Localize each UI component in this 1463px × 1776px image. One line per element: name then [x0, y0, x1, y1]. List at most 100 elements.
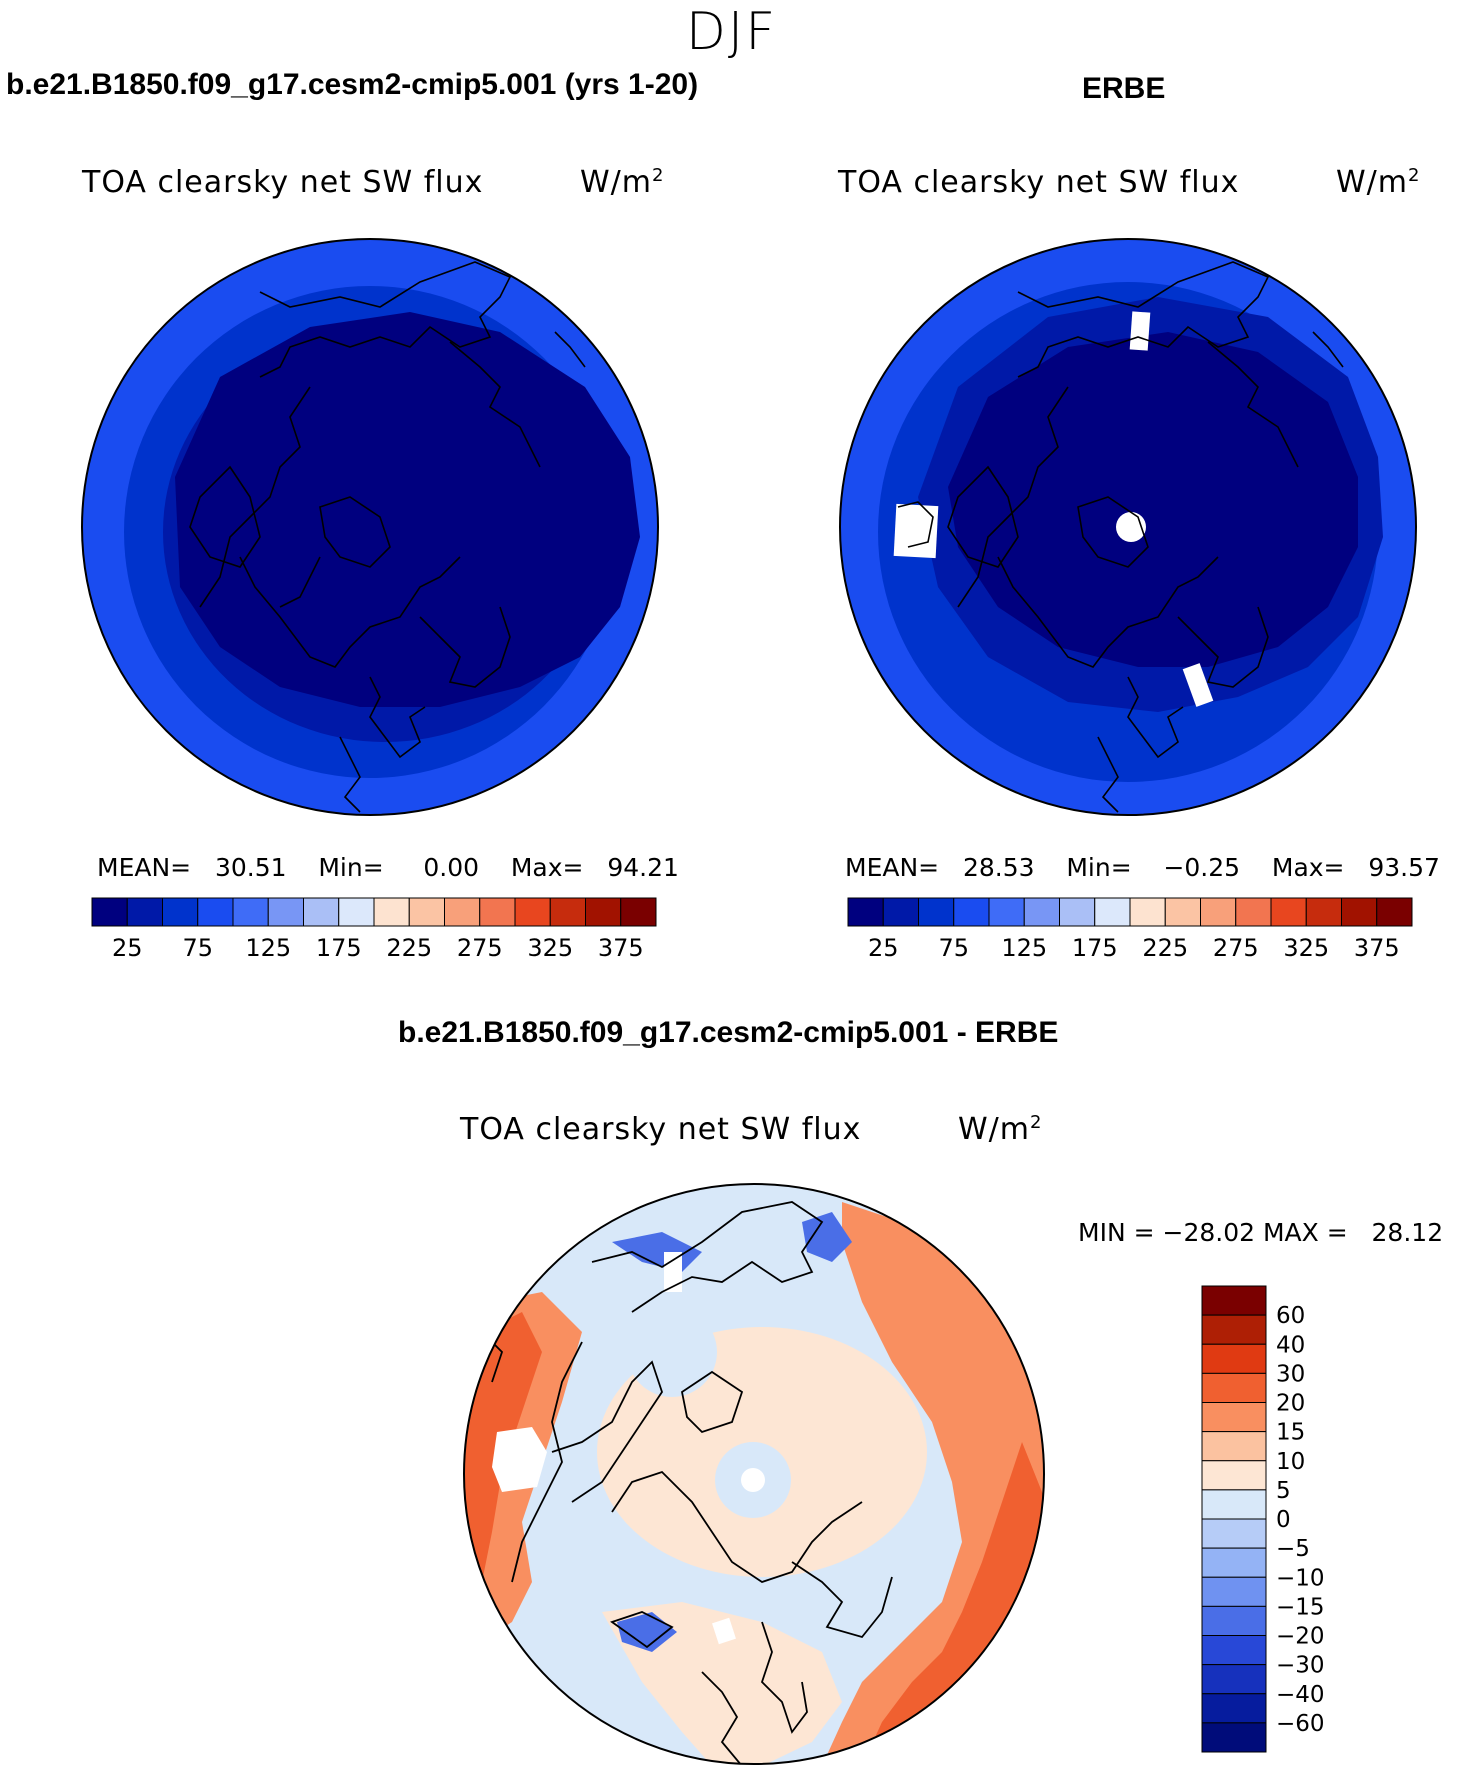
diff-map-negative-patch — [802, 1212, 852, 1262]
colorbar-tick-label: 275 — [1213, 934, 1259, 962]
left-map-core-region — [175, 312, 640, 707]
colorbar-swatch — [1201, 1576, 1267, 1607]
colorbar-swatch — [1305, 897, 1342, 927]
colorbar-swatch — [1376, 897, 1413, 927]
colorbar-swatch — [620, 897, 657, 927]
colorbar-swatch — [408, 897, 445, 927]
colorbar-swatch — [988, 897, 1025, 927]
colorbar-swatch — [1201, 1343, 1267, 1374]
colorbar-swatch — [953, 897, 990, 927]
colorbar-swatch — [303, 897, 340, 927]
colorbar-swatch — [1201, 1314, 1267, 1345]
diff-units: W/m2 — [958, 1112, 1043, 1147]
left-case-title: b.e21.B1850.f09_g17.cesm2-cmip5.001 (yrs… — [6, 68, 699, 101]
right-map — [839, 238, 1417, 816]
colorbar-tick-label: 30 — [1276, 1361, 1305, 1387]
diff-case-title: b.e21.B1850.f09_g17.cesm2-cmip5.001 - ER… — [398, 1016, 1059, 1049]
diff-stats: MIN = −28.02 MAX = 28.12 — [1078, 1218, 1444, 1247]
diff-field-title: TOA clearsky net SW flux — [460, 1112, 862, 1147]
colorbar-swatch — [91, 897, 128, 927]
left-map-frame — [81, 238, 659, 816]
left-map — [81, 238, 659, 816]
colorbar-swatch — [1201, 1722, 1267, 1753]
colorbar-tick-label: −10 — [1276, 1565, 1325, 1591]
diff-colorbar: 60 40 30 20 15 10 5 0 −5 −10 −15 −20 −30 −40 −60 — [1201, 1285, 1325, 1753]
colorbar-tick-label: 5 — [1276, 1478, 1291, 1504]
colorbar-tick-label: −40 — [1276, 1682, 1325, 1708]
colorbar-tick-label: 125 — [1001, 934, 1047, 962]
colorbar-tick-label: 20 — [1276, 1391, 1305, 1417]
colorbar-tick-label: 10 — [1276, 1449, 1305, 1475]
colorbar-tick-label: 325 — [527, 934, 573, 962]
colorbar-swatch — [1094, 897, 1131, 927]
right-field-title: TOA clearsky net SW flux — [838, 165, 1240, 200]
colorbar-tick-label: 75 — [182, 934, 213, 962]
colorbar-swatch — [1129, 897, 1166, 927]
right-colorbar: 25 75 125 175 225 275 325 375 — [847, 897, 1413, 962]
colorbar-swatch — [1201, 1664, 1267, 1695]
colorbar-tick-label: −15 — [1276, 1594, 1325, 1620]
colorbar-swatch — [1270, 897, 1307, 927]
diff-map — [463, 1183, 1045, 1765]
colorbar-tick-label: 60 — [1276, 1303, 1305, 1329]
colorbar-swatch — [1201, 1489, 1267, 1520]
right-map-coastlines — [897, 261, 1344, 813]
colorbar-tick-label: 40 — [1276, 1332, 1305, 1358]
left-units: W/m2 — [580, 165, 665, 200]
colorbar-swatch — [1201, 1693, 1267, 1724]
diff-map-missing-patch — [492, 1427, 547, 1492]
colorbar-swatch — [267, 897, 304, 927]
colorbar-tick-label: 0 — [1276, 1507, 1291, 1533]
colorbar-swatch — [1201, 1635, 1267, 1666]
colorbar-swatch — [1201, 1605, 1267, 1636]
colorbar-swatch — [162, 897, 199, 927]
colorbar-swatch — [1201, 1518, 1267, 1549]
colorbar-swatch — [1023, 897, 1060, 927]
colorbar-swatch — [1164, 897, 1201, 927]
right-map-core-region — [948, 332, 1358, 667]
colorbar-swatch — [126, 897, 163, 927]
diff-map-pole-gap — [741, 1468, 765, 1492]
colorbar-tick-label: 25 — [868, 934, 899, 962]
right-map-missing-patch — [1182, 663, 1214, 707]
colorbar-swatch — [549, 897, 586, 927]
colorbar-swatch — [1341, 897, 1378, 927]
colorbar-tick-label: −5 — [1276, 1536, 1310, 1562]
colorbar-swatch — [479, 897, 516, 927]
diff-map-frame — [463, 1183, 1045, 1765]
colorbar-swatch — [882, 897, 919, 927]
left-field-title: TOA clearsky net SW flux — [82, 165, 484, 200]
colorbar-swatch — [444, 897, 481, 927]
colorbar-swatch — [232, 897, 269, 927]
colorbar-tick-label: 175 — [1072, 934, 1118, 962]
colorbar-swatch — [847, 897, 884, 927]
colorbar-swatch — [1201, 1285, 1267, 1316]
colorbar-tick-label: −20 — [1276, 1624, 1325, 1650]
colorbar-tick-label: 375 — [598, 934, 644, 962]
colorbar-tick-label: 25 — [112, 934, 143, 962]
colorbar-swatch — [1201, 1372, 1267, 1403]
colorbar-tick-label: −30 — [1276, 1653, 1325, 1679]
left-stats: MEAN= 30.51 Min= 0.00 Max= 94.21 — [97, 853, 679, 882]
colorbar-tick-label: 375 — [1354, 934, 1400, 962]
diff-map-neutral-patch — [627, 1307, 717, 1397]
colorbar-swatch — [514, 897, 551, 927]
right-units: W/m2 — [1336, 165, 1421, 200]
right-case-title: ERBE — [1082, 72, 1166, 105]
colorbar-swatch — [1201, 1460, 1267, 1491]
colorbar-swatch — [1235, 897, 1272, 927]
colorbar-tick-label: 275 — [457, 934, 503, 962]
colorbar-swatch — [585, 897, 622, 927]
colorbar-swatch — [1200, 897, 1237, 927]
right-map-missing-patch — [893, 503, 939, 559]
colorbar-swatch — [918, 897, 955, 927]
colorbar-swatch — [338, 897, 375, 927]
colorbar-swatch — [197, 897, 234, 927]
season-title: DJF — [685, 2, 778, 62]
left-colorbar: 25 75 125 175 225 275 325 375 — [91, 897, 657, 962]
colorbar-tick-label: 225 — [1142, 934, 1188, 962]
colorbar-tick-label: 225 — [386, 934, 432, 962]
colorbar-tick-label: 15 — [1276, 1420, 1305, 1446]
right-map-missing-patch — [1129, 311, 1151, 351]
colorbar-tick-label: −60 — [1276, 1711, 1325, 1737]
